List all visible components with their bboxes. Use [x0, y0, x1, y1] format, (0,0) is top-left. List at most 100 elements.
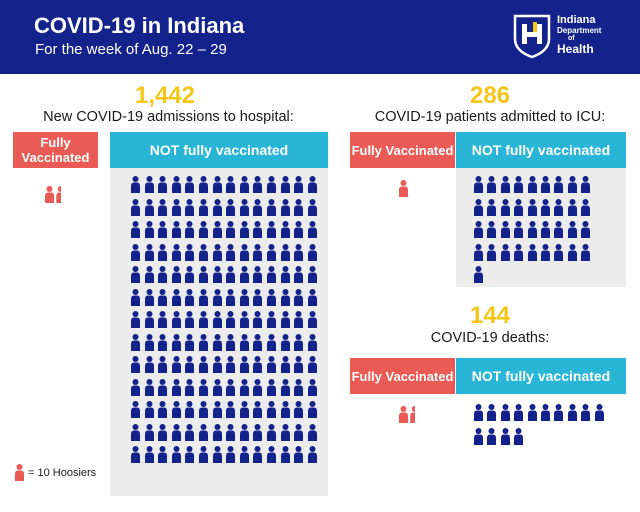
hospital-unvaccinated-person-icon — [158, 333, 168, 351]
hospital-unvaccinated-person-icon — [294, 198, 304, 216]
hospital-unvaccinated-person-icon — [307, 423, 317, 441]
hospital-unvaccinated-person-icon — [131, 243, 140, 261]
hospital-unvaccinated-person-icon — [307, 266, 317, 283]
hospital-unvaccinated-person-icon — [199, 198, 208, 216]
hospital-unvaccinated-person-icon — [226, 243, 236, 261]
icu-unvaccinated-person-icon — [500, 243, 510, 261]
hospital-unvaccinated-person-icon — [171, 243, 181, 261]
deaths-not-vaccinated-label: NOT fully vaccinated — [456, 358, 626, 394]
hospital-unvaccinated-person-icon — [131, 446, 140, 463]
deaths-unvaccinated-person-icon — [514, 428, 524, 445]
hospital-unvaccinated-person-icon — [253, 356, 263, 373]
hospital-unvaccinated-person-icon — [144, 288, 154, 306]
hospital-unvaccinated-person-icon — [307, 356, 317, 373]
hospital-unvaccinated-person-icon — [144, 378, 154, 396]
icu-unvaccinated-person-icon — [527, 243, 537, 261]
hospital-unvaccinated-person-icon — [131, 221, 140, 238]
hospital-unvaccinated-person-icon — [158, 311, 168, 328]
hospital-unvaccinated-person-icon — [239, 423, 249, 441]
hospital-unvaccinated-person-icon — [212, 333, 222, 351]
hospital-unvaccinated-person-icon — [144, 446, 154, 463]
hospital-unvaccinated-person-icon — [199, 288, 208, 306]
icu-unvaccinated-person-icon — [567, 221, 577, 238]
hospital-unvaccinated-person-icon — [171, 446, 181, 463]
hospital-unvaccinated-person-icon — [212, 423, 222, 441]
deaths-unvaccinated-person-icon — [554, 404, 564, 421]
hospital-unvaccinated-person-icon — [267, 356, 276, 373]
hospital-unvaccinated-person-icon — [267, 311, 276, 328]
icu-unvaccinated-person-icon — [487, 243, 497, 261]
hospital-unvaccinated-person-icon — [185, 423, 195, 441]
hospital-unvaccinated-person-icon — [212, 198, 222, 216]
hospital-unvaccinated-person-icon — [144, 176, 154, 193]
hospital-unvaccinated-person-icon — [199, 333, 208, 351]
hospital-unvaccinated-person-icon — [212, 243, 222, 261]
hospital-unvaccinated-person-icon — [253, 311, 263, 328]
hospital-unvaccinated-person-icon — [131, 311, 140, 328]
hospital-unvaccinated-person-icon — [307, 333, 317, 351]
hospital-unvaccinated-person-icon — [185, 176, 195, 193]
hospital-unvaccinated-person-icon — [307, 243, 317, 261]
hospital-unvaccinated-person-icon — [267, 401, 276, 418]
hospital-unvaccinated-person-icon — [267, 333, 276, 351]
hospital-unvaccinated-person-icon — [239, 288, 249, 306]
icu-unvaccinated-person-icon — [474, 266, 483, 283]
hospital-unvaccinated-person-icon — [199, 446, 208, 463]
hospital-unvaccinated-person-icon — [226, 288, 236, 306]
icu-unvaccinated-person-icon — [541, 243, 550, 261]
hospital-unvaccinated-person-icon — [253, 401, 263, 418]
hospital-unvaccinated-person-icon — [239, 356, 249, 373]
icu-unvaccinated-person-icon — [541, 176, 550, 193]
indiana-shield-icon — [513, 14, 551, 59]
hospital-unvaccinated-person-icon — [144, 198, 154, 216]
icu-unvaccinated-person-icon — [514, 176, 524, 193]
hospital-unvaccinated-person-icon — [158, 176, 168, 193]
icu-unvaccinated-person-icon — [500, 176, 510, 193]
icu-unvaccinated-person-icon — [487, 221, 497, 238]
hospital-unvaccinated-person-icon — [267, 446, 276, 463]
hospital-unvaccinated-person-icon — [253, 378, 263, 396]
hospital-vaccinated-person-icon-partial — [56, 186, 61, 203]
hospital-unvaccinated-person-icon — [294, 401, 304, 418]
hospital-unvaccinated-person-icon — [294, 221, 304, 238]
hospital-unvaccinated-person-icon — [185, 311, 195, 328]
hospital-unvaccinated-person-icon — [158, 446, 168, 463]
hospital-vaccinated-person-icon — [45, 186, 54, 203]
icu-unvaccinated-person-icon — [474, 176, 483, 193]
hospital-unvaccinated-person-icon — [307, 311, 317, 328]
hospital-unvaccinated-person-icon — [294, 378, 304, 396]
hospital-unvaccinated-person-icon — [294, 288, 304, 306]
icu-unvaccinated-person-icon — [514, 243, 524, 261]
icu-unvaccinated-person-icon — [514, 221, 524, 238]
hospital-unvaccinated-person-icon — [158, 401, 168, 418]
icu-unvaccinated-person-icon — [541, 221, 550, 238]
hospital-unvaccinated-person-icon — [280, 288, 290, 306]
hospital-unvaccinated-person-icon — [294, 446, 304, 463]
hospital-unvaccinated-person-icon — [226, 333, 236, 351]
icu-unvaccinated-person-icon — [554, 243, 564, 261]
hospital-unvaccinated-person-icon — [226, 221, 236, 238]
hospital-unvaccinated-person-icon — [131, 176, 140, 193]
hospital-unvaccinated-person-icon — [307, 198, 317, 216]
icu-unvaccinated-person-icon — [474, 198, 483, 216]
hospital-unvaccinated-person-icon — [212, 311, 222, 328]
hospital-unvaccinated-person-icon — [185, 378, 195, 396]
icu-unvaccinated-person-icon — [567, 243, 577, 261]
hospital-unvaccinated-person-icon — [171, 288, 181, 306]
hospital-unvaccinated-person-icon — [171, 423, 181, 441]
hospital-unvaccinated-person-icon — [185, 288, 195, 306]
hospital-unvaccinated-person-icon — [144, 266, 154, 283]
hospital-unvaccinated-person-icon — [307, 221, 317, 238]
deaths-vaccinated-person-icon — [399, 406, 408, 423]
logo-line-2: Department — [557, 26, 602, 35]
hospital-unvaccinated-person-icon — [199, 378, 208, 396]
hospital-unvaccinated-person-icon — [307, 288, 317, 306]
icu-unvaccinated-person-icon — [527, 221, 537, 238]
hospital-unvaccinated-person-icon — [239, 446, 249, 463]
deaths-total: 144 — [469, 302, 511, 329]
page-title: COVID-19 in Indiana — [34, 13, 245, 38]
deaths-unvaccinated-person-icon — [514, 404, 524, 421]
hospital-unvaccinated-person-icon — [212, 288, 222, 306]
hospital-unvaccinated-person-icon — [131, 333, 140, 351]
icu-unvaccinated-person-icon — [474, 221, 483, 238]
